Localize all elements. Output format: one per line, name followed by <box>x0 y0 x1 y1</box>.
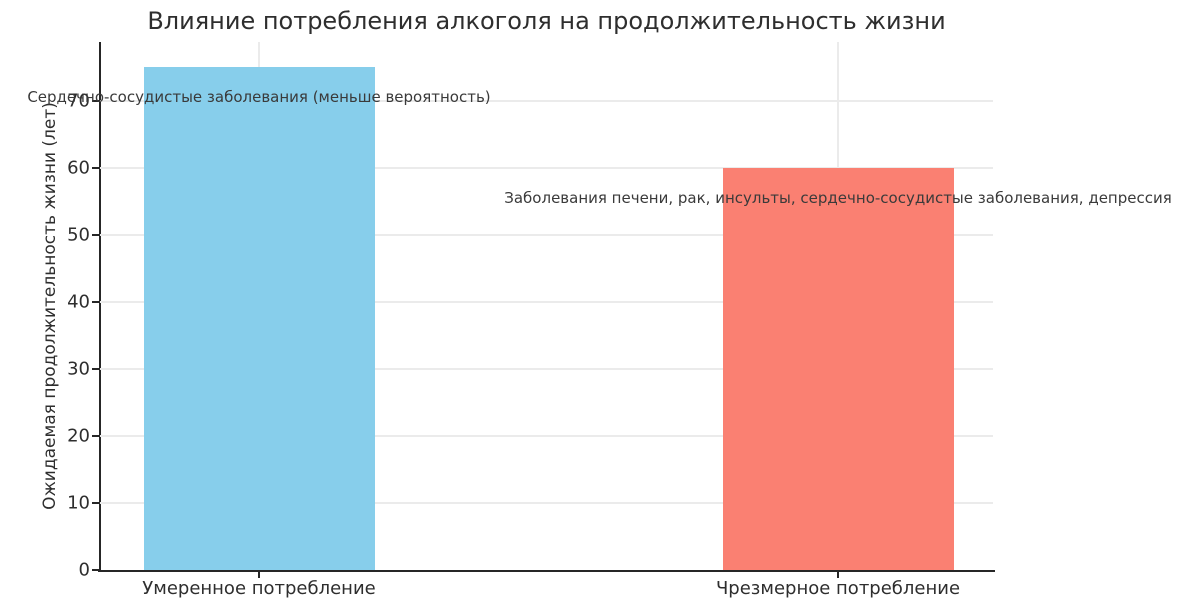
y-tick-mark-50 <box>92 233 99 236</box>
y-tick-label-20: 20 <box>67 425 90 447</box>
bar-category-0 <box>143 67 375 570</box>
gridline-y-40 <box>100 300 993 303</box>
y-tick-mark-10 <box>92 501 99 504</box>
y-tick-label-70: 70 <box>67 90 90 112</box>
x-tick-label-1: Чрезмерное потребление <box>715 578 961 599</box>
y-tick-mark-0 <box>92 569 99 571</box>
gridline-y-70 <box>100 99 993 102</box>
y-tick-label-40: 40 <box>67 291 90 313</box>
gridline-y-60 <box>100 166 993 169</box>
y-tick-mark-60 <box>92 166 99 169</box>
gridline-y-20 <box>100 434 993 437</box>
y-tick-mark-40 <box>92 300 99 303</box>
gridline-y-10 <box>100 501 993 504</box>
x-tick-mark-0 <box>258 572 260 578</box>
y-tick-label-60: 60 <box>67 157 90 179</box>
x-tick-label-0: Умеренное потребление <box>142 578 376 599</box>
plot-area: Сердечно-сосудистые заболевания (меньше … <box>27 42 1172 570</box>
gridline-y-30 <box>100 367 993 370</box>
annotation-0: Сердечно-сосудистые заболевания (меньше … <box>27 88 491 107</box>
y-tick-label-0: 0 <box>78 559 90 581</box>
x-tick-mark-1 <box>837 572 839 578</box>
y-axis-spine <box>99 42 101 572</box>
chart-title: Влияние потребления алкоголя на продолжи… <box>147 7 946 35</box>
y-tick-mark-20 <box>92 434 99 437</box>
y-tick-mark-30 <box>92 367 99 370</box>
y-tick-label-30: 30 <box>67 358 90 380</box>
bar-category-1 <box>722 167 954 570</box>
x-axis-spine <box>98 570 995 572</box>
annotation-1: Заболевания печени, рак, инсульты, серде… <box>504 188 1172 207</box>
y-tick-label-50: 50 <box>67 224 90 246</box>
gridline-y-50 <box>100 233 993 236</box>
y-tick-mark-70 <box>92 99 99 102</box>
y-tick-label-10: 10 <box>67 492 90 514</box>
